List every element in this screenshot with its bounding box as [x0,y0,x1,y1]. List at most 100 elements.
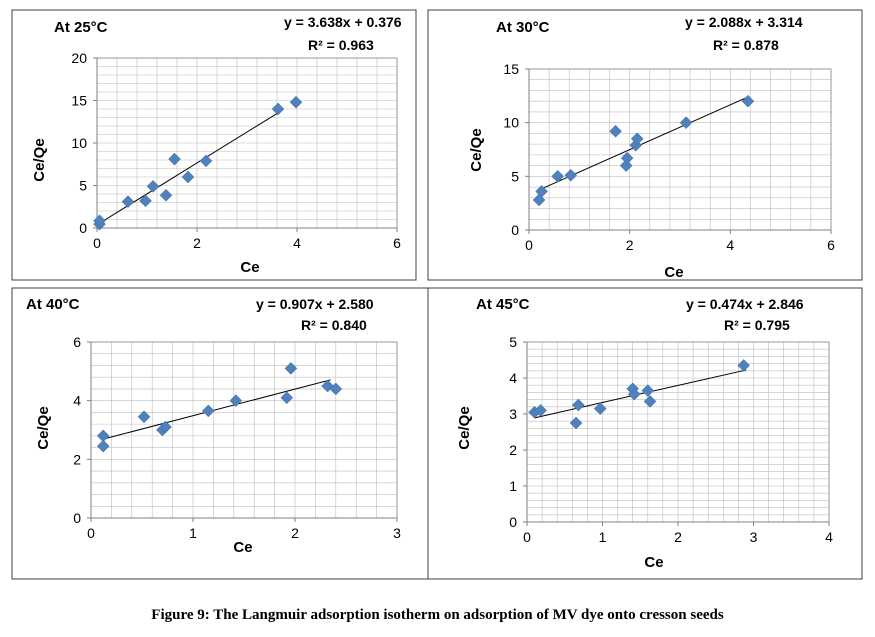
data-point [93,214,106,228]
trendline [101,379,331,441]
x-tick-label: 1 [599,529,607,545]
r-squared-label: R² = 0.963 [308,37,374,53]
x-tick-label: 1 [189,525,197,541]
data-points [528,359,751,430]
data-point [564,168,578,182]
trendline-equation: y = 3.638x + 0.376 [284,14,402,30]
chart-panel-1: 0 2 4 6 0 5 10 15 20 At 25°C y = 3.638x + 0.376 R² … [11,9,417,281]
x-tick-label: 4 [293,235,301,251]
x-tick-label: 0 [87,525,95,541]
data-point [641,384,655,397]
x-tick-label: 4 [726,237,734,253]
y-axis-label: Ce/Qe [31,138,48,181]
data-point [137,410,151,424]
data-point [229,394,243,408]
y-tick-label: 15 [71,93,87,109]
y-tick-label: 5 [509,334,517,350]
data-point [146,179,160,193]
y-tick-label: 0 [79,220,87,236]
data-point [159,420,172,434]
figure-caption: Figure 9: The Langmuir adsorption isothe… [151,607,724,623]
chart-title: At 40°C [26,296,80,313]
data-points [532,94,755,207]
trendline-equation: y = 2.088x + 3.314 [685,14,803,30]
chart-panel-4: 0 1 2 3 4 0 1 2 3 4 5 At 45°C y = 0.474x + 2.846 R² =… [427,287,863,580]
x-axis-label: Ce [644,554,663,571]
x-tick-label: 6 [393,235,401,251]
x-axis-label: Ce [240,259,259,276]
chart-title: At 45°C [476,296,530,313]
data-points [96,362,343,453]
data-point [630,132,644,146]
data-point [96,439,110,453]
data-point [181,170,195,184]
r-squared-label: R² = 0.878 [713,37,779,53]
chart-title: At 30°C [496,19,550,36]
data-point [571,398,585,412]
x-tick-label: 6 [827,237,835,253]
data-point [551,169,565,183]
data-points [93,95,303,231]
y-tick-label: 20 [71,50,87,66]
trendline-equation: y = 0.907x + 2.580 [256,296,374,312]
y-tick-label: 4 [73,393,81,409]
data-point [199,154,213,168]
y-axis-label: Ce/Qe [468,128,485,171]
y-axis-label: Ce/Qe [456,406,473,449]
chart-panel-3: 0 1 2 3 0 2 4 6 At 40°C y = 0.907x + 2.580 R² = 0.… [11,287,429,580]
y-tick-label: 15 [503,61,519,77]
x-tick-label: 2 [674,529,682,545]
data-point [619,159,633,172]
y-tick-label: 0 [73,510,81,526]
chart-title: At 25°C [54,19,108,36]
x-tick-label: 2 [193,235,201,251]
panel-frame [427,287,863,580]
trendline-equation: y = 0.474x + 2.846 [686,296,804,312]
data-point [620,151,634,165]
x-tick-label: 2 [291,525,299,541]
data-point [139,194,152,208]
data-point [121,195,135,209]
y-tick-label: 3 [509,406,517,422]
r-squared-label: R² = 0.795 [724,317,790,333]
y-tick-label: 2 [73,451,81,467]
data-point [271,102,285,116]
y-axis-label: Ce/Qe [35,406,52,449]
x-axis-label: Ce [233,539,252,556]
data-point [569,416,583,430]
data-point [534,404,547,417]
x-tick-label: 4 [825,529,833,545]
x-tick-label: 0 [93,235,101,251]
data-point [593,402,607,415]
y-tick-label: 1 [509,478,517,494]
data-point [643,395,657,408]
y-tick-label: 10 [503,115,519,131]
data-point [627,387,641,401]
chart-panel-2: 0 2 4 6 0 5 10 15 At 30°C y = 2.088x + 3.314 R² = … [427,9,863,281]
y-tick-label: 6 [73,334,81,350]
data-point [289,95,303,109]
x-tick-label: 0 [525,237,533,253]
y-tick-label: 4 [509,370,517,386]
data-point [737,359,751,372]
y-tick-label: 0 [511,222,519,238]
r-squared-label: R² = 0.840 [301,317,367,333]
data-point [535,185,548,198]
y-tick-label: 5 [511,168,519,184]
x-tick-label: 2 [626,237,634,253]
data-point [329,382,343,396]
data-point [741,94,755,108]
y-tick-label: 0 [509,514,517,530]
data-point [201,404,215,418]
gridlines [526,341,830,523]
data-point [168,152,181,166]
x-tick-label: 0 [523,529,531,545]
panel-frame [427,9,863,281]
data-point [284,362,298,375]
data-point [159,188,173,202]
x-tick-label: 3 [750,529,758,545]
x-axis-label: Ce [664,264,683,281]
panel-frame [11,9,417,281]
